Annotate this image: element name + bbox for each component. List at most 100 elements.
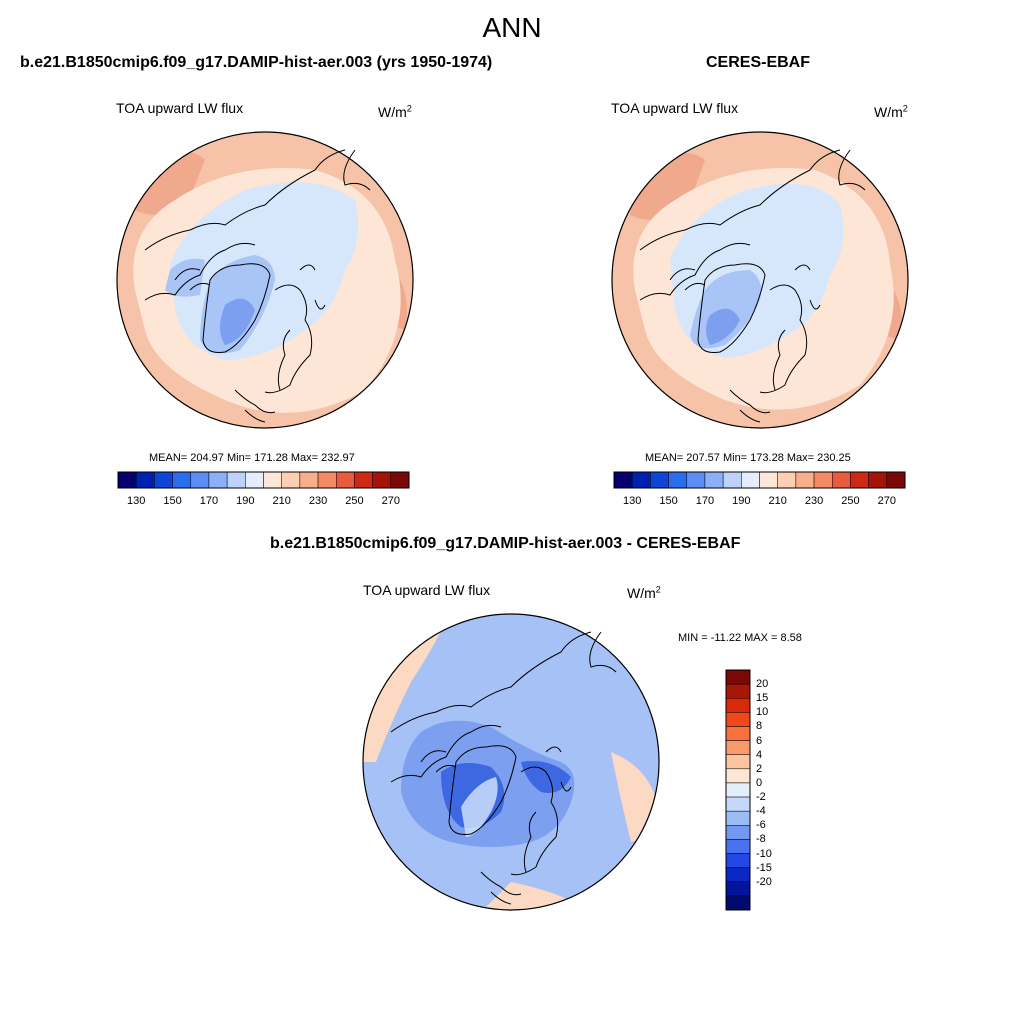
diff-polar-map <box>362 613 660 911</box>
colorbar-cell <box>725 754 751 770</box>
colorbar-tick-label: 150 <box>659 495 678 507</box>
colorbar-cell <box>190 471 210 489</box>
colorbar-tick-label: 210 <box>272 495 291 507</box>
diff-deep-cool-region <box>521 761 571 793</box>
colorbar-cell <box>336 471 355 489</box>
colorbar-cell <box>135 471 155 489</box>
colorbar-cell <box>725 867 751 883</box>
colorbar-cell <box>208 471 228 489</box>
colorbar-tick-label: 130 <box>127 495 146 507</box>
colorbar-tick-label: -15 <box>756 861 772 874</box>
colorbar-cell <box>372 471 392 489</box>
colorbar-cell <box>725 839 751 854</box>
obs-map-outline <box>611 131 909 429</box>
model-coastlines <box>144 149 371 423</box>
colorbar-cell <box>317 471 337 489</box>
colorbar-cell <box>154 471 173 489</box>
colorbar-cell <box>281 471 301 489</box>
model-map-outline <box>116 131 414 429</box>
model-units: W/m2 <box>378 103 412 120</box>
model-ice-deep-region <box>220 298 255 345</box>
colorbar-cell <box>613 471 633 489</box>
colorbar-cell <box>741 471 760 489</box>
colorbar-cell <box>886 471 906 489</box>
colorbar-cell <box>813 471 833 489</box>
colorbar-cell <box>226 471 246 489</box>
colorbar-tick-label: 250 <box>841 495 860 507</box>
colorbar-tick-label: 15 <box>756 692 769 705</box>
colorbar-cell <box>725 895 751 911</box>
obs-stats: MEAN= 207.57 Min= 173.28 Max= 230.25 <box>645 452 851 464</box>
model-stats: MEAN= 204.97 Min= 171.28 Max= 232.97 <box>149 452 355 464</box>
colorbar-cell <box>245 471 264 489</box>
colorbar-tick-label: 210 <box>768 495 787 507</box>
colorbar-tick-label: 4 <box>756 748 763 761</box>
model-colorbar <box>117 471 410 489</box>
colorbar-tick-label: 170 <box>199 495 219 507</box>
colorbar-tick-label: 170 <box>695 495 715 507</box>
colorbar-cell <box>850 471 869 489</box>
colorbar-tick-label: -6 <box>756 819 766 832</box>
colorbar-cell <box>725 669 751 685</box>
model-left-label: TOA upward LW flux <box>116 100 244 116</box>
colorbar-cell <box>668 471 687 489</box>
diff-colorbar <box>725 669 751 911</box>
diff-coastlines <box>390 631 617 905</box>
colorbar-tick-label: 270 <box>381 495 400 507</box>
diff-ice-sheet-patch <box>461 777 498 837</box>
diff-units: W/m2 <box>627 584 661 601</box>
obs-ice-deep-region <box>706 308 740 345</box>
colorbar-cell <box>795 471 815 489</box>
colorbar-tick-label: 6 <box>756 734 763 747</box>
colorbar-cell <box>299 471 319 489</box>
obs-coastlines <box>639 149 866 423</box>
obs-polar-map <box>611 131 909 429</box>
diff-colorbar-ticks: 20 15 10 8 6 4 2 0 -2 -4 -6 -8 -10 -15 -20 <box>756 670 786 910</box>
colorbar-tick-label: -10 <box>756 847 772 860</box>
colorbar-cell <box>725 726 751 741</box>
colorbar-tick-label: -20 <box>756 875 772 888</box>
colorbar-cell <box>725 796 751 812</box>
obs-units: W/m2 <box>874 103 908 120</box>
colorbar-cell <box>354 471 373 489</box>
colorbar-tick-label: 270 <box>877 495 896 507</box>
figure-title: ANN <box>482 12 542 43</box>
model-panel-title: b.e21.B1850cmip6.f09_g17.DAMIP-hist-aer.… <box>20 54 493 71</box>
obs-left-label: TOA upward LW flux <box>611 100 739 116</box>
colorbar-cell <box>631 471 651 489</box>
colorbar-tick-label: 10 <box>756 706 769 719</box>
colorbar-cell <box>686 471 706 489</box>
colorbar-cell <box>650 471 669 489</box>
colorbar-cell <box>725 782 751 798</box>
obs-panel-title: CERES-EBAF <box>706 54 811 71</box>
colorbar-tick-label: 0 <box>756 776 763 789</box>
colorbar-cell <box>725 683 751 699</box>
diff-left-label: TOA upward LW flux <box>363 582 491 598</box>
colorbar-cell <box>704 471 724 489</box>
colorbar-tick-label: 190 <box>236 495 255 507</box>
diff-panel-title: b.e21.B1850cmip6.f09_g17.DAMIP-hist-aer.… <box>270 535 741 552</box>
colorbar-cell <box>725 825 751 840</box>
colorbar-tick-label: -4 <box>756 805 766 818</box>
obs-colorbar-ticks: 130 150 170 190 210 230 250 270 <box>614 495 905 509</box>
model-polar-map <box>116 131 414 429</box>
colorbar-cell <box>390 471 410 489</box>
colorbar-tick-label: 230 <box>308 495 328 507</box>
colorbar-tick-label: 8 <box>756 720 763 733</box>
colorbar-cell <box>725 810 751 826</box>
colorbar-tick-label: 250 <box>345 495 364 507</box>
colorbar-cell <box>117 471 137 489</box>
diff-stats: MIN = -11.22 MAX = 8.58 <box>678 632 802 644</box>
colorbar-cell <box>722 471 742 489</box>
colorbar-tick-label: 150 <box>163 495 182 507</box>
colorbar-cell <box>725 853 751 868</box>
diff-map-outline <box>362 613 660 911</box>
colorbar-cell <box>263 471 282 489</box>
model-ice-mid-region <box>165 258 205 297</box>
colorbar-tick-label: -2 <box>756 791 766 804</box>
colorbar-cell <box>725 768 751 784</box>
colorbar-tick-label: 130 <box>623 495 642 507</box>
colorbar-cell <box>759 471 778 489</box>
colorbar-cell <box>725 881 751 897</box>
colorbar-tick-label: 2 <box>756 762 763 775</box>
